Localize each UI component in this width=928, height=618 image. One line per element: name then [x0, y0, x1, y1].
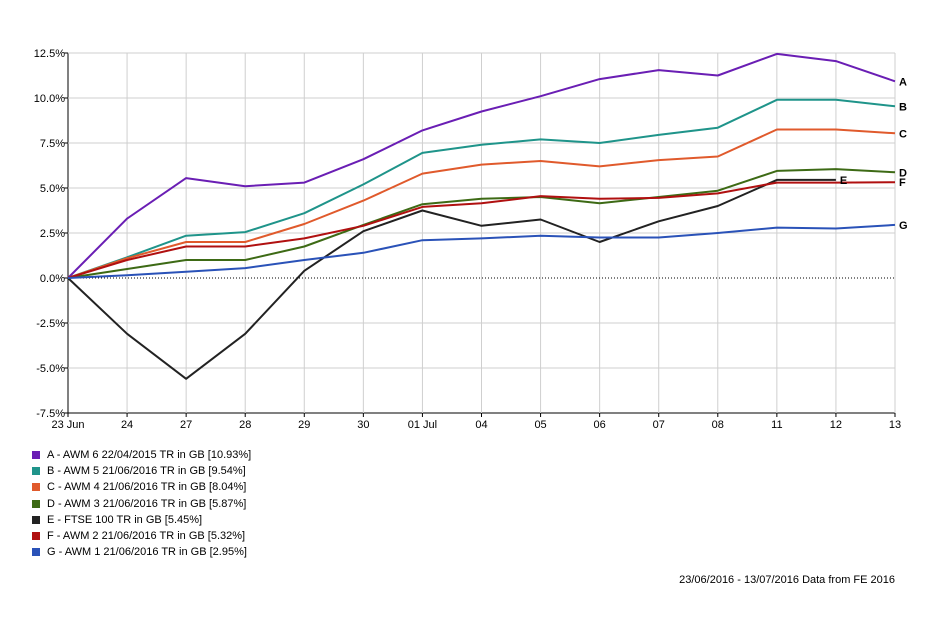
y-tick-label: 0.0%: [40, 273, 65, 285]
series-line-g: [67, 223, 896, 279]
series-end-label-d: D: [899, 167, 907, 179]
x-tick-label: 12: [830, 419, 842, 431]
series-line-a: [67, 52, 896, 279]
x-axis-ticks: 23 Jun 24 27 28 29 30 01 Jul 04 05 06 07 08 11 12 13: [51, 413, 901, 431]
y-tick-label: 5.0%: [40, 183, 65, 195]
series-end-label-g: G: [899, 220, 908, 232]
series-end-labels: A B C D E F G: [840, 76, 908, 232]
legend-swatch: [32, 548, 40, 557]
x-tick-label: 27: [180, 419, 192, 431]
legend-item-g: G - AWM 1 21/06/2016 TR in GB [2.95%]: [32, 544, 251, 560]
legend-label: F - AWM 2 21/06/2016 TR in GB [5.32%]: [47, 530, 246, 543]
series-end-label-f: F: [899, 177, 906, 189]
legend-item-d: D - AWM 3 21/06/2016 TR in GB [5.87%]: [32, 496, 251, 512]
legend-label: D - AWM 3 21/06/2016 TR in GB [5.87%]: [47, 497, 247, 510]
footer-source: 23/06/2016 - 13/07/2016 Data from FE 201…: [679, 574, 895, 586]
x-tick-label: 05: [534, 419, 546, 431]
legend-item-c: C - AWM 4 21/06/2016 TR in GB [8.04%]: [32, 479, 251, 495]
series-line-f: [67, 181, 896, 279]
x-tick-label: 07: [653, 419, 665, 431]
legend-item-e: E - FTSE 100 TR in GB [5.45%]: [32, 512, 251, 528]
legend-item-f: F - AWM 2 21/06/2016 TR in GB [5.32%]: [32, 528, 251, 544]
y-tick-label: -2.5%: [36, 318, 65, 330]
series-line-b: [67, 98, 896, 279]
legend-swatch: [32, 483, 40, 492]
x-tick-label: 29: [298, 419, 310, 431]
legend-swatch: [32, 467, 40, 476]
legend-label: G - AWM 1 21/06/2016 TR in GB [2.95%]: [47, 546, 247, 559]
legend: A - AWM 6 22/04/2015 TR in GB [10.93%] B …: [32, 447, 251, 560]
x-tick-label: 23 Jun: [51, 419, 84, 431]
x-tick-label: 30: [357, 419, 369, 431]
series-lines: [67, 52, 896, 380]
y-axis-ticks: 12.5% 10.0% 7.5% 5.0% 2.5% 0.0% -2.5% -5.0% -7.5…: [34, 48, 68, 420]
x-tick-label: 11: [771, 419, 782, 431]
y-tick-label: 2.5%: [40, 228, 65, 240]
legend-swatch: [32, 515, 40, 524]
legend-label: A - AWM 6 22/04/2015 TR in GB [10.93%]: [47, 449, 252, 462]
legend-label: C - AWM 4 21/06/2016 TR in GB [8.04%]: [47, 481, 247, 494]
x-tick-label: 13: [889, 419, 901, 431]
x-tick-label: 08: [712, 419, 724, 431]
legend-swatch: [32, 499, 40, 508]
legend-item-b: B - AWM 5 21/06/2016 TR in GB [9.54%]: [32, 463, 251, 479]
series-line-e: [67, 178, 836, 380]
x-tick-label: 28: [239, 419, 251, 431]
y-tick-label: -7.5%: [36, 408, 65, 420]
legend-swatch: [32, 451, 40, 460]
legend-label: B - AWM 5 21/06/2016 TR in GB [9.54%]: [47, 465, 246, 478]
legend-label: E - FTSE 100 TR in GB [5.45%]: [47, 513, 203, 526]
y-tick-label: 10.0%: [34, 93, 65, 105]
series-end-label-b: B: [899, 101, 907, 113]
series-end-label-c: C: [899, 128, 907, 140]
x-tick-label: 04: [475, 419, 487, 431]
y-tick-label: 7.5%: [40, 138, 65, 150]
legend-swatch: [32, 532, 40, 541]
line-chart: 12.5% 10.0% 7.5% 5.0% 2.5% 0.0% -2.5% -5.0% -7.5…: [34, 48, 908, 431]
legend-item-a: A - AWM 6 22/04/2015 TR in GB [10.93%]: [32, 447, 251, 463]
series-end-label-a: A: [899, 76, 907, 88]
x-tick-label: 01 Jul: [408, 419, 437, 431]
y-tick-label: -5.0%: [36, 363, 65, 375]
x-tick-label: 06: [594, 419, 606, 431]
series-line-d: [67, 168, 896, 279]
y-tick-label: 12.5%: [34, 48, 65, 60]
x-tick-label: 24: [121, 419, 133, 431]
series-end-label-e: E: [840, 175, 847, 187]
grid: [67, 52, 896, 414]
series-line-c: [67, 128, 896, 279]
